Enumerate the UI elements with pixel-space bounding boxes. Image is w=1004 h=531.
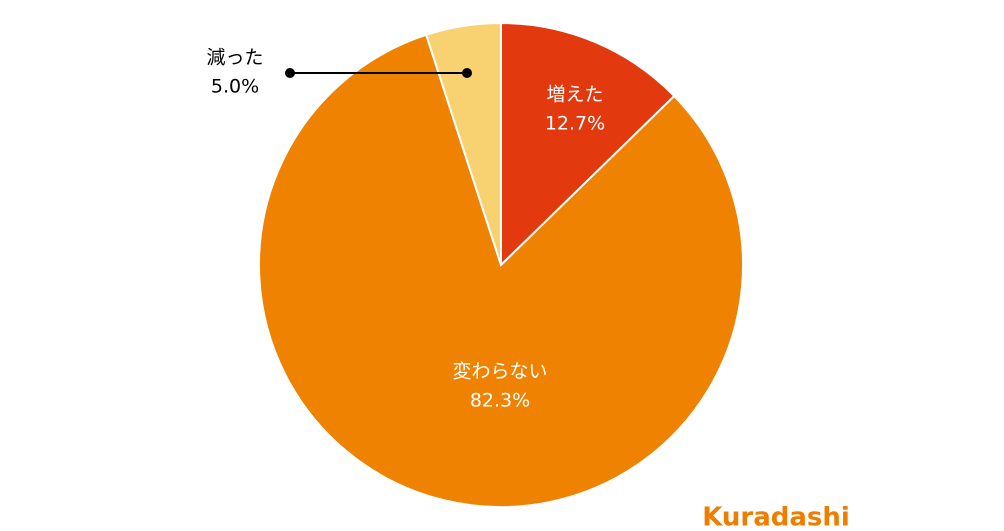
slice-label: 増えた <box>546 84 603 106</box>
value-label: 5.0% <box>211 76 259 98</box>
leader-dot <box>285 68 295 78</box>
logo: Kuradashi <box>702 503 850 531</box>
pie-slice <box>500 21 676 268</box>
leader-dot <box>462 68 472 78</box>
value-label: 82.3% <box>470 390 530 412</box>
pie-slice <box>258 33 744 508</box>
slice-label: 変わらない <box>452 361 547 383</box>
pie-slice <box>424 21 502 266</box>
value-label: 12.7% <box>545 113 605 135</box>
slice-label: 減った <box>206 47 263 69</box>
